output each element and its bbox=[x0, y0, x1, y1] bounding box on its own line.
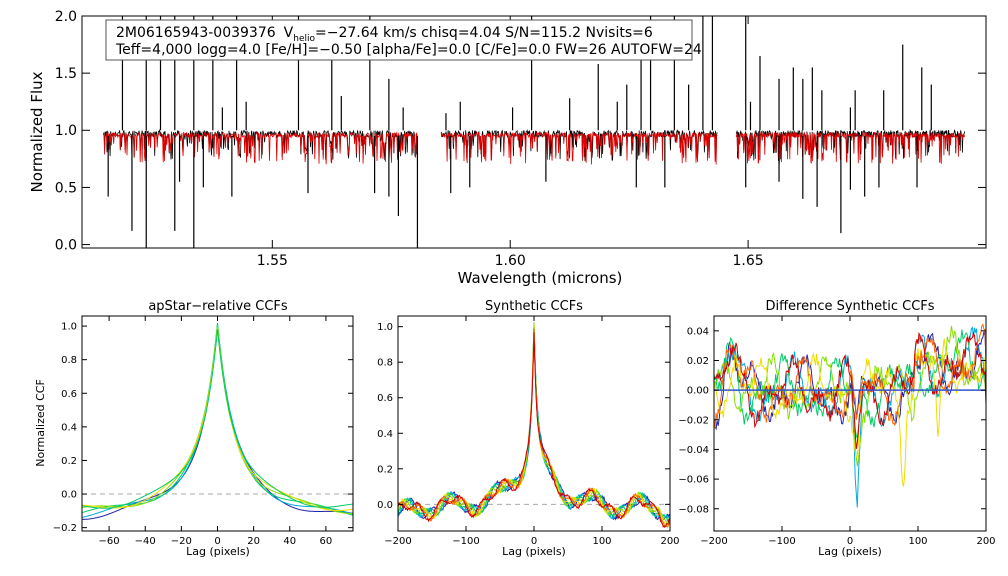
info-line-1: 2M06165943-0039376 Vhelio=−27.64 km/s chi… bbox=[116, 25, 653, 44]
y-tick-label: 0.0 bbox=[55, 237, 77, 253]
model-spectrum-line bbox=[735, 131, 965, 164]
x-tick-label: 60 bbox=[320, 536, 333, 547]
syn-series-line bbox=[397, 324, 671, 528]
diff-ccf-plot-area bbox=[713, 323, 987, 508]
syn-series-line bbox=[397, 326, 671, 522]
ccf-ylabel: Normalized CCF bbox=[34, 379, 47, 467]
synthetic-ccf-panel: Synthetic CCFs −200 −100 0 100 200 0.0 0.2 0.4 0… bbox=[377, 299, 679, 558]
spectrum-ylabel: Normalized Flux bbox=[28, 71, 46, 192]
diff-ccf-xlabel: Lag (pixels) bbox=[818, 545, 882, 558]
syn-series-line bbox=[397, 322, 671, 520]
x-tick-label: −60 bbox=[99, 536, 120, 547]
x-tick-label: 40 bbox=[283, 536, 296, 547]
ccf-series-line bbox=[81, 329, 354, 509]
y-tick-label: 0.6 bbox=[377, 393, 393, 404]
y-tick-label: 0.0 bbox=[61, 490, 77, 501]
ccf-series-line bbox=[81, 322, 354, 516]
spectrum-frame bbox=[81, 15, 987, 249]
ccf-frame bbox=[81, 315, 354, 532]
diff-series-line bbox=[713, 331, 987, 449]
diff-series-line bbox=[713, 329, 987, 440]
y-tick-label: 2.0 bbox=[55, 9, 77, 25]
x-tick-label: 20 bbox=[247, 536, 260, 547]
y-tick-label: 0.00 bbox=[687, 386, 709, 397]
x-tick-label: 1.65 bbox=[733, 253, 764, 269]
difference-ccf-panel: Difference Synthetic CCFs −200 −100 0 100 20… bbox=[678, 299, 995, 558]
x-tick-label: −100 bbox=[452, 536, 479, 547]
info-line-2: Teff=4,000 logg=4.0 [Fe/H]=−0.50 [alpha/… bbox=[115, 42, 702, 58]
x-tick-label: 0 bbox=[214, 536, 220, 547]
syn-ccf-xlabel: Lag (pixels) bbox=[502, 545, 566, 558]
y-tick-label: 0.4 bbox=[61, 422, 77, 433]
x-tick-label: 100 bbox=[592, 536, 611, 547]
y-tick-label: 0.02 bbox=[687, 356, 709, 367]
ccf-panel: apStar−relative CCFs −60 −40 −20 0 20 40 60 −0.… bbox=[34, 299, 354, 558]
ccf-ticks: −60 −40 −20 0 20 40 60 −0.2 0.0 0.2 0.4 0.6 0.8 1.0 bbox=[53, 316, 353, 547]
ccf-title: apStar−relative CCFs bbox=[148, 299, 288, 314]
y-tick-label: −0.02 bbox=[678, 415, 709, 426]
syn-series-line bbox=[397, 322, 671, 524]
x-tick-label: 1.55 bbox=[257, 253, 288, 269]
ccf-series-line bbox=[82, 328, 354, 511]
x-tick-label: −20 bbox=[171, 536, 192, 547]
y-tick-label: −0.06 bbox=[678, 475, 709, 486]
spectrum-panel: 1.55 1.60 1.65 0.0 0.5 1.0 1.5 2.0 2M06165943-0… bbox=[28, 9, 987, 287]
diff-series-line bbox=[713, 338, 987, 487]
y-tick-label: 1.0 bbox=[55, 123, 77, 139]
spectrum-ticks: 1.55 1.60 1.65 0.0 0.5 1.0 1.5 2.0 bbox=[55, 9, 986, 269]
diff-ccf-ticks: −200 −100 0 100 200 −0.08 −0.06 −0.04 −0.02 0.00 0… bbox=[678, 316, 996, 547]
model-spectrum-line bbox=[103, 131, 418, 165]
x-tick-label: 200 bbox=[660, 536, 679, 547]
syn-series-line bbox=[397, 322, 671, 526]
ccf-series-line bbox=[82, 326, 354, 520]
y-tick-label: 0.2 bbox=[377, 464, 393, 475]
x-tick-label: 100 bbox=[908, 536, 927, 547]
x-tick-label: 1.60 bbox=[495, 253, 526, 269]
info-box: 2M06165943-0039376 Vhelio=−27.64 km/s chi… bbox=[105, 19, 702, 61]
ccf-series-line bbox=[81, 325, 353, 515]
syn-series-line bbox=[397, 328, 671, 529]
ccf-series-line bbox=[81, 323, 354, 518]
y-tick-label: 0.0 bbox=[377, 500, 393, 511]
x-tick-label: −200 bbox=[700, 536, 727, 547]
y-tick-label: 1.0 bbox=[61, 322, 77, 333]
y-tick-label: 0.8 bbox=[61, 355, 77, 366]
y-tick-label: 0.04 bbox=[687, 326, 709, 337]
ccf-plot-area bbox=[81, 322, 354, 520]
x-tick-label: 0 bbox=[847, 536, 853, 547]
x-tick-label: 0 bbox=[531, 536, 537, 547]
model-spectrum-line bbox=[440, 131, 718, 165]
x-tick-label: 200 bbox=[976, 536, 995, 547]
y-tick-label: −0.08 bbox=[678, 504, 709, 515]
x-tick-label: −100 bbox=[768, 536, 795, 547]
syn-series-line bbox=[397, 332, 671, 528]
syn-ccf-ticks: −200 −100 0 100 200 0.0 0.2 0.4 0.6 0.8 1.0 bbox=[377, 316, 680, 547]
y-tick-label: 0.4 bbox=[377, 429, 393, 440]
syn-ccf-title: Synthetic CCFs bbox=[485, 299, 583, 314]
diff-ccf-title: Difference Synthetic CCFs bbox=[765, 299, 934, 314]
y-tick-label: 0.5 bbox=[55, 180, 77, 196]
ccf-xlabel: Lag (pixels) bbox=[186, 545, 250, 558]
y-tick-label: 0.8 bbox=[377, 358, 393, 369]
y-tick-label: −0.04 bbox=[678, 445, 709, 456]
syn-ccf-plot-area bbox=[397, 322, 671, 529]
spectrum-xlabel: Wavelength (microns) bbox=[458, 269, 623, 287]
x-tick-label: −200 bbox=[384, 536, 411, 547]
x-tick-label: −40 bbox=[135, 536, 156, 547]
info-box-border bbox=[105, 19, 693, 61]
y-tick-label: 0.6 bbox=[61, 389, 77, 400]
y-tick-label: −0.2 bbox=[53, 523, 77, 534]
y-tick-label: 1.0 bbox=[377, 322, 393, 333]
y-tick-label: 0.2 bbox=[61, 456, 77, 467]
y-tick-label: 1.5 bbox=[55, 66, 77, 82]
